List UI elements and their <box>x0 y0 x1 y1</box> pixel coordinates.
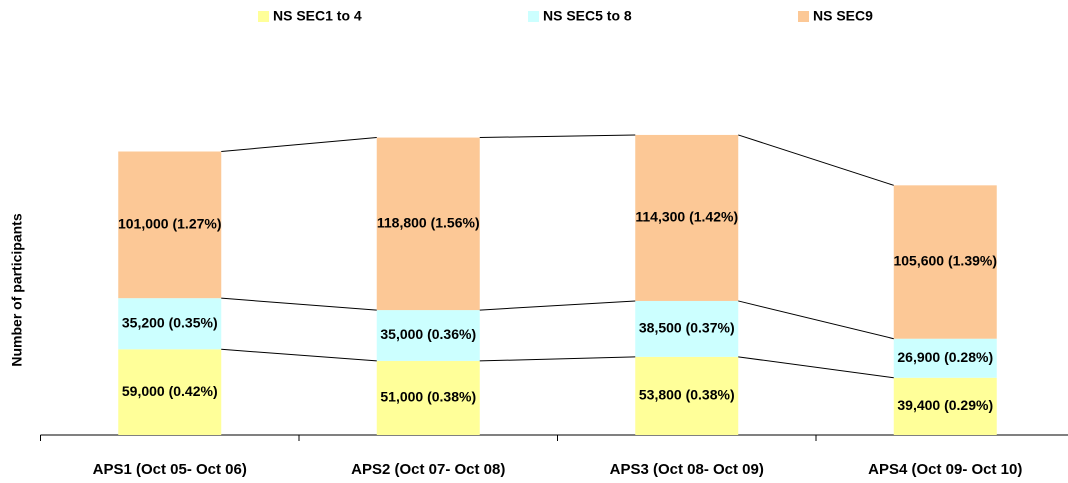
data-label: 53,800 (0.38%) <box>639 387 735 403</box>
legend-swatch <box>798 11 809 22</box>
data-label: 118,800 (1.56%) <box>377 215 480 231</box>
bar-segment <box>635 134 739 301</box>
bar-segment <box>118 151 222 299</box>
connector-line <box>221 297 377 311</box>
x-tick-label: APS2 (Oct 07- Oct 08) <box>351 461 505 478</box>
data-label: 101,000 (1.27%) <box>118 216 222 232</box>
legend-label: NS SEC1 to 4 <box>273 8 362 24</box>
data-label: 38,500 (0.37%) <box>639 320 735 336</box>
data-label: 35,200 (0.35%) <box>122 314 218 330</box>
connector-line <box>738 356 894 379</box>
bar-segment <box>376 137 480 311</box>
connector-line <box>221 348 377 362</box>
bar-segment <box>376 360 480 435</box>
x-tick-label: APS4 (Oct 09- Oct 10) <box>868 461 1022 478</box>
data-label: 26,900 (0.28%) <box>897 349 993 365</box>
bar-segment <box>118 349 222 435</box>
connector-line <box>738 134 894 186</box>
bar-segment <box>376 310 480 361</box>
y-axis-label: Number of participants <box>9 213 25 366</box>
data-label: 114,300 (1.42%) <box>635 209 738 225</box>
x-tick-label: APS1 (Oct 05- Oct 06) <box>93 461 247 478</box>
bar-segment <box>893 377 997 435</box>
legend-swatch <box>258 11 269 22</box>
connector-line <box>738 300 894 340</box>
connector-line <box>479 300 636 311</box>
bar-segment <box>118 298 222 350</box>
bar-segment <box>893 185 997 339</box>
legend-swatch <box>528 11 539 22</box>
data-label: 59,000 (0.42%) <box>122 383 218 399</box>
data-label: 39,400 (0.29%) <box>897 397 993 413</box>
bar-segment <box>635 356 739 435</box>
data-label: 35,000 (0.36%) <box>380 326 476 342</box>
legend-label: NS SEC9 <box>813 8 873 24</box>
legend-label: NS SEC5 to 8 <box>543 8 632 24</box>
x-tick-label: APS3 (Oct 08- Oct 09) <box>610 461 764 478</box>
data-label: 105,600 (1.39%) <box>893 253 997 269</box>
connector-line <box>479 134 636 139</box>
bar-segment <box>893 338 997 378</box>
connector-line <box>221 137 377 152</box>
connector-line <box>479 356 636 362</box>
bar-segment <box>635 300 739 357</box>
data-label: 51,000 (0.38%) <box>380 389 476 405</box>
